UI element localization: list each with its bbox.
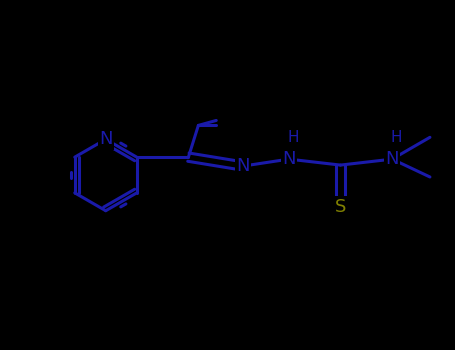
Text: H: H [390, 130, 402, 145]
Text: N: N [385, 150, 399, 168]
Text: N: N [236, 157, 250, 175]
Text: N: N [99, 130, 112, 148]
Text: S: S [335, 198, 346, 216]
Text: H: H [287, 130, 298, 145]
Text: N: N [282, 150, 296, 168]
